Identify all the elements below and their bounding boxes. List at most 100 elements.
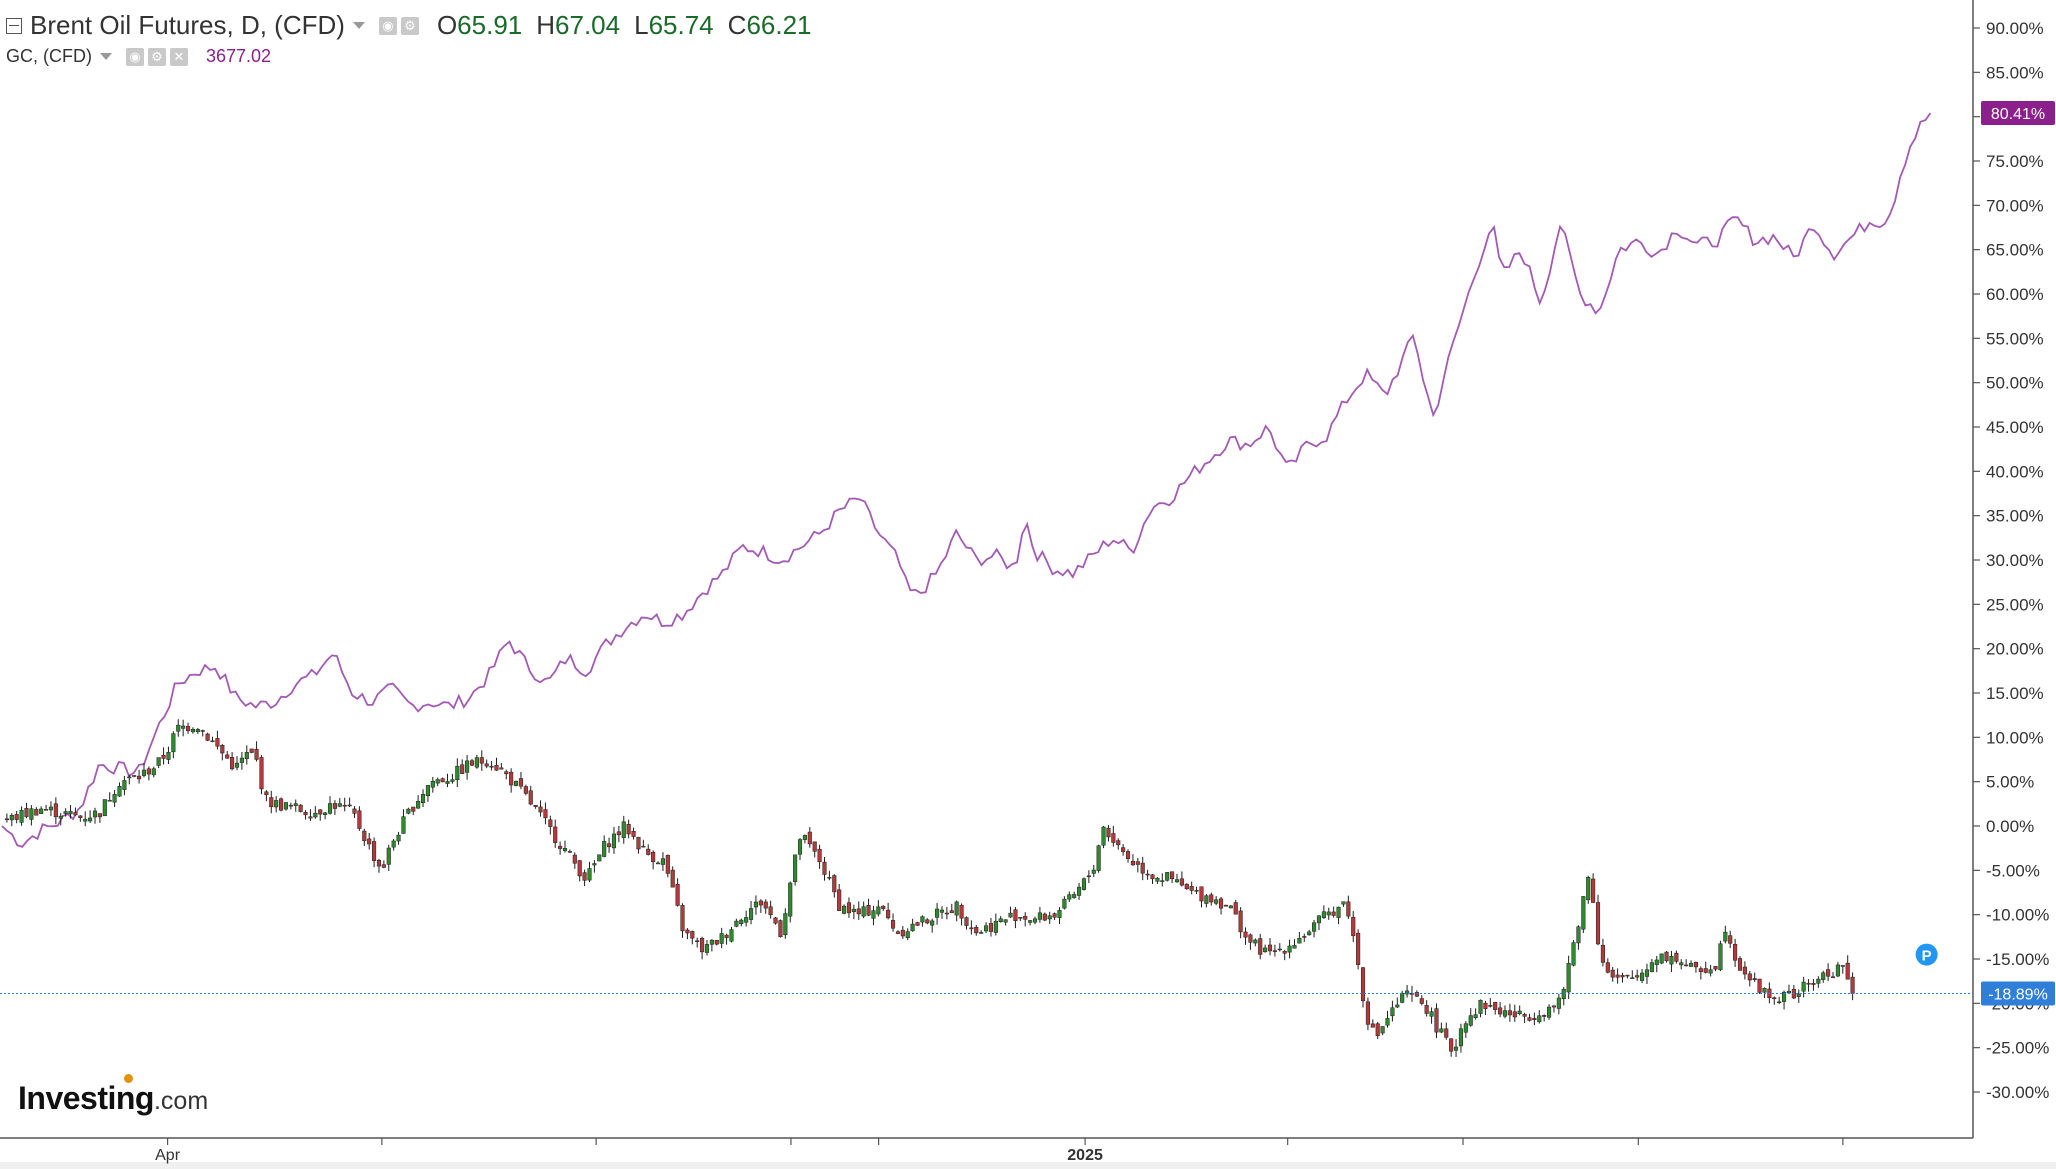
candle-body xyxy=(1777,1001,1782,1004)
candle-body xyxy=(1125,851,1131,859)
candle-body xyxy=(465,760,470,773)
price-axis[interactable]: 90.00%85.00%80.00%75.00%70.00%65.00%60.0… xyxy=(1973,19,2049,1102)
candle-body xyxy=(1096,845,1101,871)
gold-last-price-badge xyxy=(1981,101,2055,126)
series-title-gold[interactable]: GC, (CFD) xyxy=(6,46,92,66)
eye-icon[interactable]: ◉ xyxy=(378,16,397,35)
candle-body xyxy=(1277,948,1282,951)
candle-body xyxy=(1571,942,1576,966)
candle-body xyxy=(396,834,401,842)
candle-body xyxy=(802,835,807,840)
candle-body xyxy=(1419,998,1424,1004)
candle-body xyxy=(1204,895,1209,904)
candle-body xyxy=(102,799,107,817)
candle-body xyxy=(1723,931,1728,942)
candle-body xyxy=(362,830,367,842)
candle-body xyxy=(504,771,509,775)
candle-body xyxy=(298,804,303,812)
candle-body xyxy=(1326,911,1331,916)
candle-body xyxy=(509,771,514,786)
candle-body xyxy=(1160,880,1165,882)
gear-icon[interactable]: ⚙ xyxy=(400,16,419,35)
candle-body xyxy=(73,812,78,816)
candle-body xyxy=(259,757,264,790)
y-tick-label: 45.00% xyxy=(1986,418,2044,437)
gear-icon[interactable]: ⚙ xyxy=(147,47,166,66)
candle-body xyxy=(1595,902,1601,945)
candle-body xyxy=(797,839,803,855)
candle-body xyxy=(195,729,200,733)
gold-last-price-label: 80.41% xyxy=(1991,106,2045,123)
eye-icon[interactable]: ◉ xyxy=(125,47,144,66)
candle-body xyxy=(1532,1018,1537,1021)
candle-body xyxy=(239,757,244,763)
candle-body xyxy=(822,861,827,875)
chevron-down-icon[interactable] xyxy=(99,53,112,60)
candle-body xyxy=(1101,826,1106,846)
candle-body xyxy=(200,730,205,732)
candle-body xyxy=(704,944,710,953)
candle-body xyxy=(523,786,528,794)
candle-body xyxy=(332,803,337,809)
candle-body xyxy=(1331,911,1336,916)
time-axis[interactable]: Apr 2025 xyxy=(0,1138,2056,1169)
candle-body xyxy=(151,768,156,776)
y-tick-label: 60.00% xyxy=(1986,285,2044,304)
candle-body xyxy=(1243,931,1248,938)
y-tick-label: 70.00% xyxy=(1986,196,2044,215)
candle-body xyxy=(1003,919,1008,923)
candle-body xyxy=(670,869,675,888)
candle-body xyxy=(1116,840,1121,846)
candle-body xyxy=(1238,910,1243,933)
chevron-down-icon[interactable] xyxy=(352,22,365,29)
candle-body xyxy=(1610,969,1615,978)
candle-body xyxy=(592,863,597,866)
candle-body xyxy=(1258,938,1263,955)
candle-body xyxy=(866,905,871,916)
candle-body xyxy=(1473,1014,1478,1018)
candle-body xyxy=(1507,1010,1512,1016)
series-title-brent[interactable]: Brent Oil Futures, D, (CFD) xyxy=(30,10,345,40)
candle-body xyxy=(1390,1007,1395,1017)
candle-body xyxy=(1635,975,1640,978)
candle-body xyxy=(372,841,377,861)
collapse-icon[interactable] xyxy=(6,17,22,34)
brent-last-price-label: -18.89% xyxy=(1988,986,2048,1003)
candle-body xyxy=(146,768,151,775)
candle-body xyxy=(460,764,465,774)
candle-body xyxy=(1365,1001,1370,1025)
candle-body xyxy=(1150,874,1155,880)
candle-body xyxy=(499,767,504,770)
candle-body xyxy=(1091,869,1096,874)
candle-body xyxy=(474,757,479,768)
candle-body xyxy=(1566,963,1571,993)
y-tick-label: -10.00% xyxy=(1986,906,2049,925)
candle-body xyxy=(1782,991,1787,1002)
candle-body xyxy=(543,809,548,819)
candle-body xyxy=(185,725,191,732)
candle-body xyxy=(964,917,969,926)
candle-body xyxy=(14,814,19,820)
candle-body xyxy=(1336,906,1341,918)
candle-body xyxy=(406,808,411,814)
candle-body xyxy=(572,854,577,864)
candle-body xyxy=(1199,886,1204,902)
event-marker-icon[interactable] xyxy=(1915,943,1938,966)
candle-body xyxy=(768,906,773,916)
candle-body xyxy=(1796,993,1801,997)
candle-body xyxy=(1218,898,1224,909)
candle-body xyxy=(895,931,900,934)
candle-body xyxy=(954,901,959,916)
candle-body xyxy=(998,918,1003,922)
x-tick-label: 2025 xyxy=(1067,1147,1103,1164)
y-tick-label: 25.00% xyxy=(1986,595,2044,614)
candle-body xyxy=(274,800,279,808)
close-icon[interactable]: ✕ xyxy=(169,47,188,66)
candle-body xyxy=(1698,968,1703,972)
candle-body xyxy=(1493,1002,1498,1010)
candle-body xyxy=(616,831,621,836)
candle-body xyxy=(1356,932,1361,965)
candle-body xyxy=(1488,1005,1493,1007)
candle-body xyxy=(915,922,920,926)
